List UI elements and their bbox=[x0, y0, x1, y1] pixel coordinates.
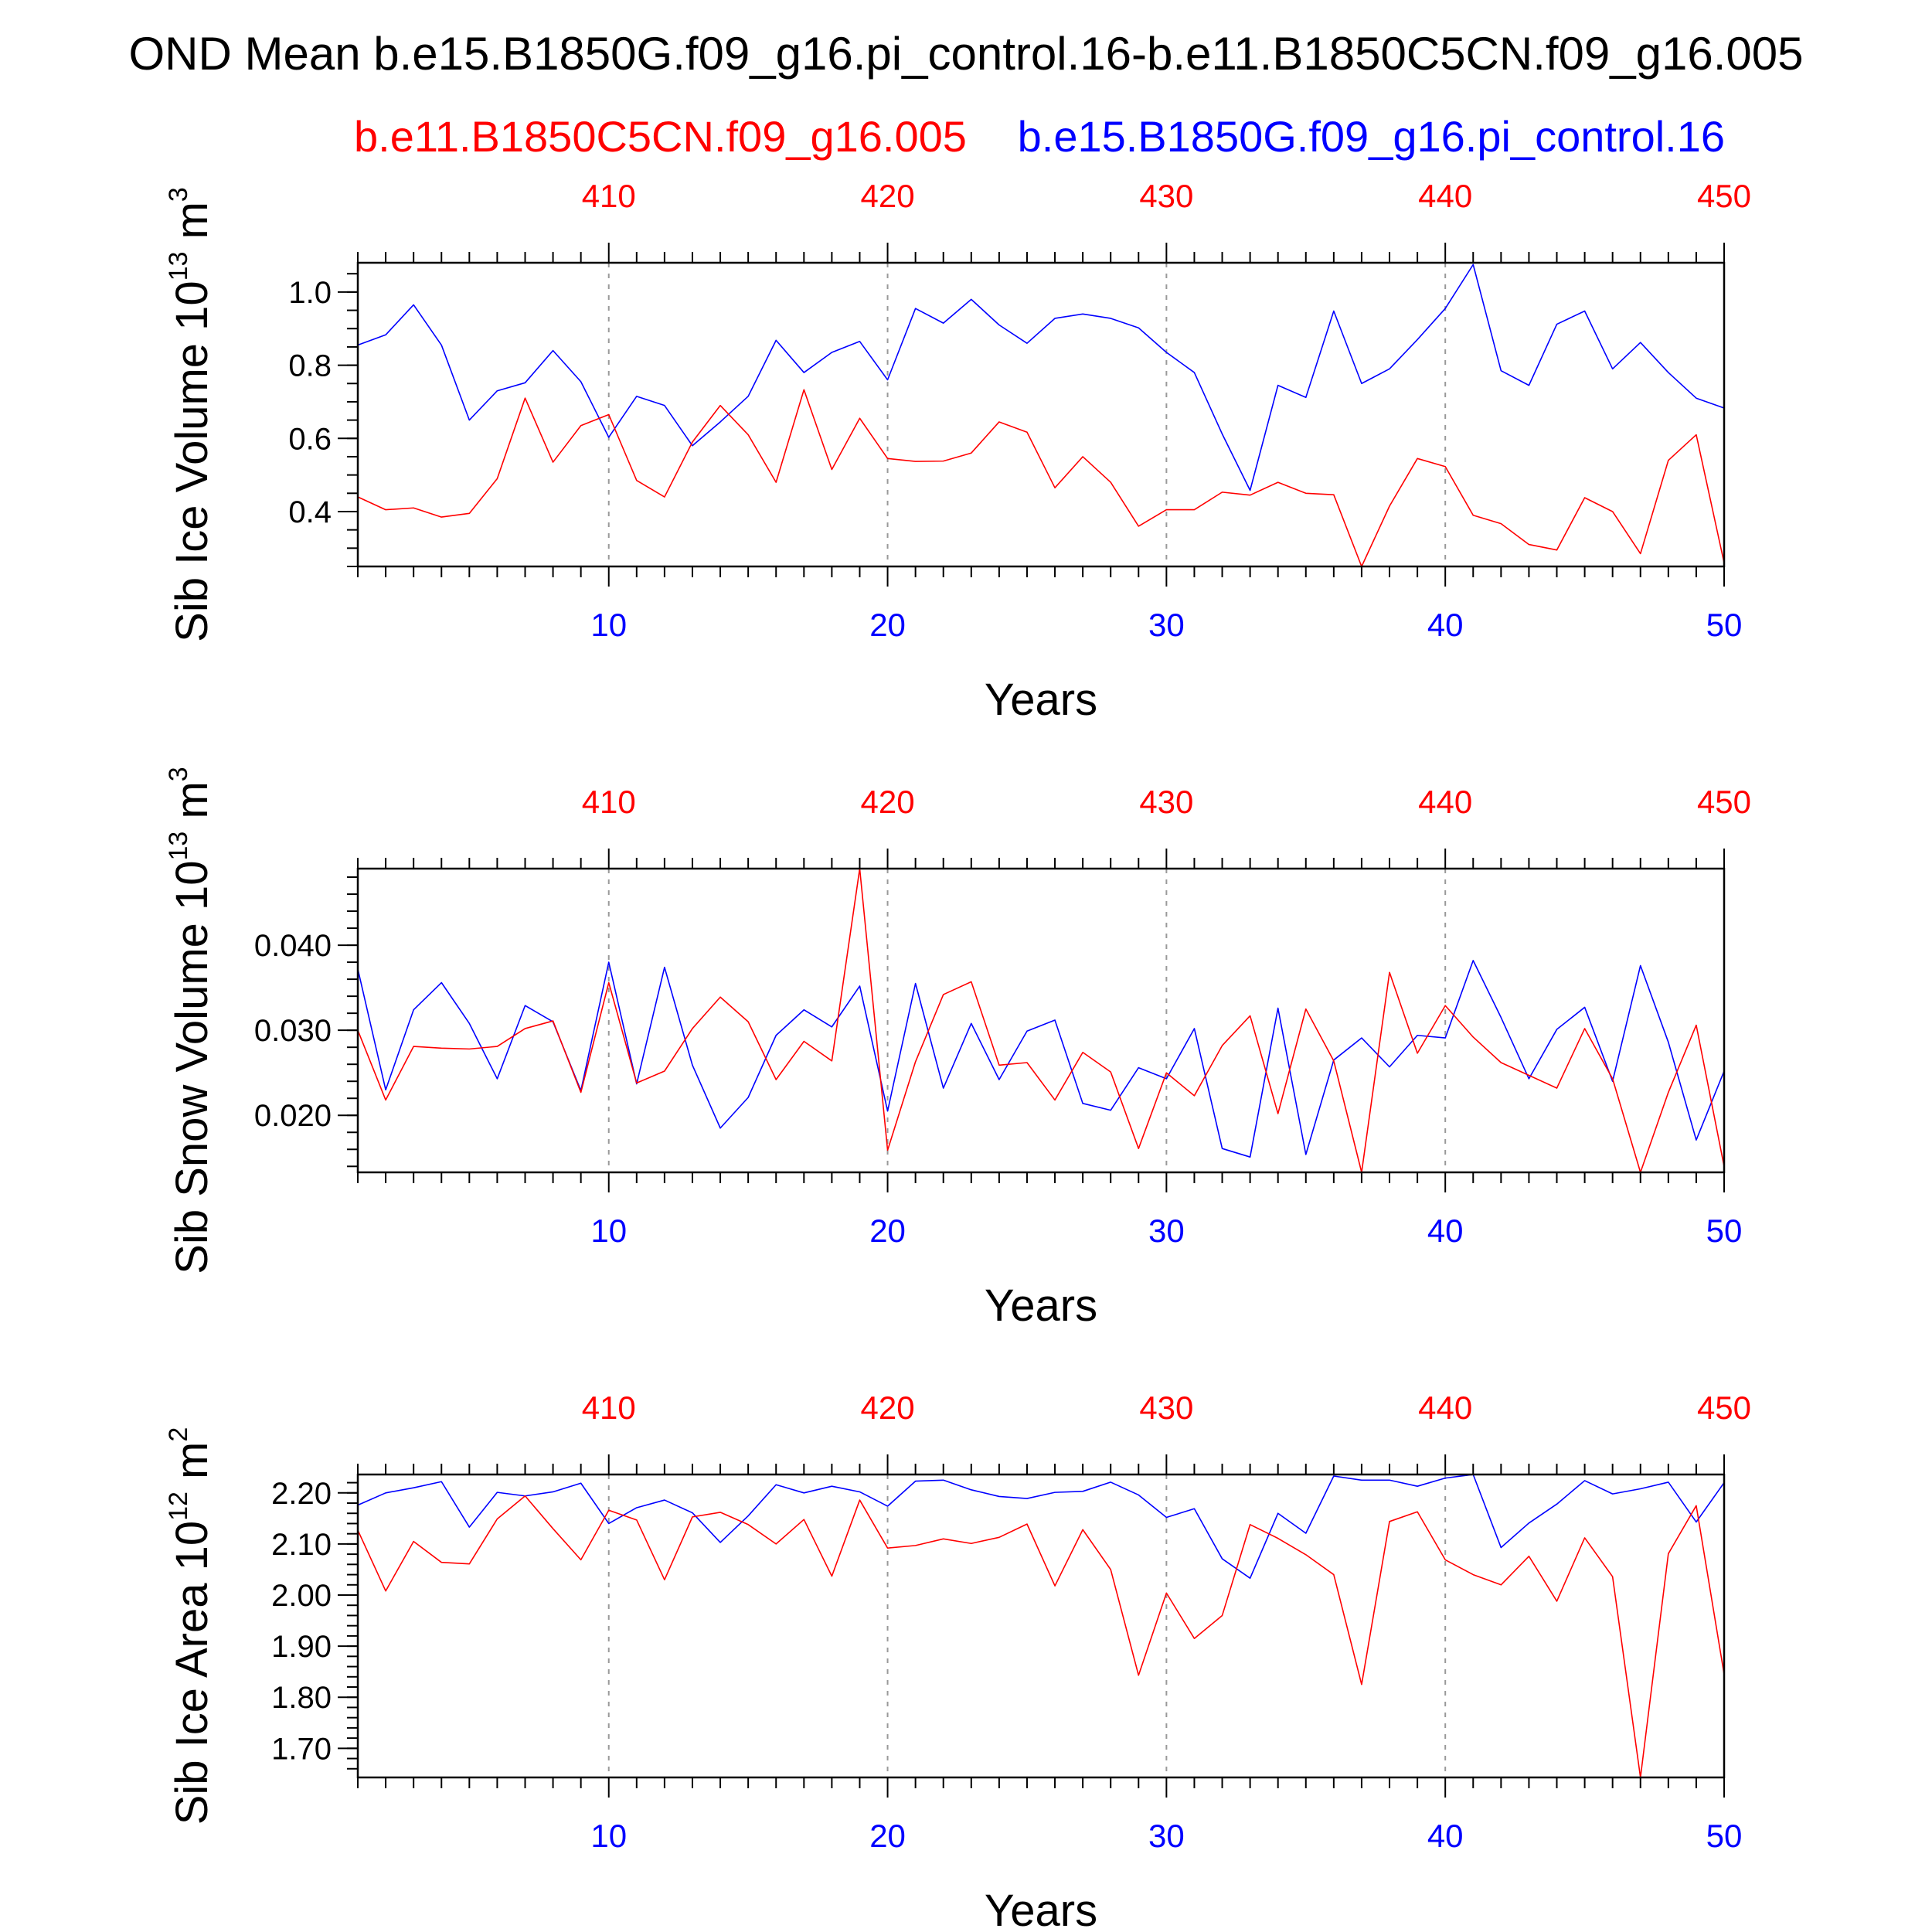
x-tick-label-top: 430 bbox=[1139, 1389, 1193, 1426]
x-tick-label-bottom: 40 bbox=[1427, 1213, 1464, 1249]
x-tick-label-top: 420 bbox=[861, 784, 915, 820]
x-tick-label-top: 450 bbox=[1697, 1389, 1751, 1426]
y-tick-label: 0.8 bbox=[288, 349, 332, 383]
blue-series-line bbox=[357, 264, 1725, 492]
x-tick-label-bottom: 50 bbox=[1706, 1213, 1743, 1249]
x-tick-label-bottom: 20 bbox=[869, 1213, 906, 1249]
y-tick-label: 2.20 bbox=[271, 1477, 332, 1511]
x-tick-label-top: 410 bbox=[582, 784, 636, 820]
y-tick-label: 0.020 bbox=[254, 1099, 332, 1133]
ice-volume-panel: 0.4 0.6 0.8 1.0 10 20 30 40 50 410 420 430 440 450 Yea… bbox=[164, 178, 1751, 725]
y-axis-title-unit-exponent: 3 bbox=[164, 767, 193, 781]
x-tick-label-bottom: 30 bbox=[1148, 1818, 1185, 1854]
chart-title: OND Mean b.e15.B1850G.f09_g16.pi_control… bbox=[128, 28, 1803, 80]
y-axis-title-unit-exponent: 3 bbox=[164, 187, 193, 202]
x-tick-label-top: 410 bbox=[582, 178, 636, 214]
y-axis-title: Sib Snow Volume 1013 m3 bbox=[164, 767, 217, 1274]
x-tick-label-bottom: 30 bbox=[1148, 607, 1185, 643]
y-axis-title-unit: m bbox=[167, 781, 217, 831]
x-axis-title: Years bbox=[985, 1886, 1097, 1932]
x-tick-label-top: 450 bbox=[1697, 784, 1751, 820]
y-tick-label: 2.00 bbox=[271, 1579, 332, 1613]
y-axis-title-main: Sib Ice Area 10 bbox=[167, 1521, 217, 1825]
x-tick-label-bottom: 10 bbox=[590, 1213, 627, 1249]
x-tick-label-top: 430 bbox=[1139, 784, 1193, 820]
blue-series-line bbox=[357, 960, 1725, 1158]
y-tick-label: 0.030 bbox=[254, 1014, 332, 1048]
y-axis-title: Sib Ice Volume 1013 m3 bbox=[164, 187, 217, 642]
y-axis-title-exponent: 13 bbox=[164, 252, 193, 281]
y-axis-title-exponent: 12 bbox=[164, 1492, 193, 1521]
y-tick-label: 1.80 bbox=[271, 1681, 332, 1715]
x-tick-label-top: 420 bbox=[861, 178, 915, 214]
y-tick-label: 0.4 bbox=[288, 495, 332, 529]
y-tick-label: 2.10 bbox=[271, 1528, 332, 1562]
subtitle-red-case: b.e11.B1850C5CN.f09_g16.005 bbox=[354, 112, 967, 161]
x-tick-label-bottom: 40 bbox=[1427, 607, 1464, 643]
ice-area-panel: 1.70 1.80 1.90 2.00 2.10 2.20 10 20 30 40 50 410 420… bbox=[164, 1389, 1751, 1932]
x-tick-label-bottom: 50 bbox=[1706, 1818, 1743, 1854]
subtitle-blue-case: b.e15.B1850G.f09_g16.pi_control.16 bbox=[1018, 112, 1725, 161]
y-axis-title: Sib Ice Area 1012 m2 bbox=[164, 1427, 217, 1825]
y-axis-title-unit: m bbox=[167, 202, 217, 251]
red-series-line bbox=[357, 1495, 1725, 1778]
x-tick-label-bottom: 20 bbox=[869, 1818, 906, 1854]
red-series-line bbox=[357, 868, 1725, 1173]
y-tick-label: 0.6 bbox=[288, 422, 332, 456]
x-tick-label-top: 430 bbox=[1139, 178, 1193, 214]
x-tick-label-bottom: 50 bbox=[1706, 607, 1743, 643]
y-axis-title-main: Sib Snow Volume 10 bbox=[167, 860, 217, 1274]
y-tick-label: 0.040 bbox=[254, 929, 332, 963]
x-tick-label-bottom: 10 bbox=[590, 1818, 627, 1854]
x-tick-label-bottom: 40 bbox=[1427, 1818, 1464, 1854]
plot-frame bbox=[356, 867, 1726, 1174]
x-tick-label-top: 420 bbox=[861, 1389, 915, 1426]
y-axis-title-main: Sib Ice Volume 10 bbox=[167, 281, 217, 642]
x-axis-title: Years bbox=[985, 675, 1097, 725]
x-tick-label-bottom: 30 bbox=[1148, 1213, 1185, 1249]
blue-series-line bbox=[357, 1474, 1725, 1579]
y-axis-title-unit-exponent: 2 bbox=[164, 1427, 193, 1442]
y-tick-label: 1.70 bbox=[271, 1732, 332, 1766]
snow-volume-panel: 0.020 0.030 0.040 10 20 30 40 50 410 420 430 440 450… bbox=[164, 767, 1751, 1331]
y-axis-title-exponent: 13 bbox=[164, 832, 193, 861]
x-tick-label-bottom: 20 bbox=[869, 607, 906, 643]
y-tick-label: 1.90 bbox=[271, 1630, 332, 1664]
plot-frame bbox=[356, 1473, 1726, 1779]
x-tick-label-top: 440 bbox=[1418, 784, 1472, 820]
x-tick-label-top: 410 bbox=[582, 1389, 636, 1426]
x-tick-label-top: 440 bbox=[1418, 1389, 1472, 1426]
y-axis-title-unit: m bbox=[167, 1442, 217, 1492]
x-tick-label-top: 450 bbox=[1697, 178, 1751, 214]
plot-frame bbox=[356, 261, 1726, 568]
y-tick-label: 1.0 bbox=[288, 276, 332, 310]
red-series-line bbox=[357, 389, 1725, 567]
x-tick-label-top: 440 bbox=[1418, 178, 1472, 214]
x-tick-label-bottom: 10 bbox=[590, 607, 627, 643]
x-axis-title: Years bbox=[985, 1281, 1097, 1331]
